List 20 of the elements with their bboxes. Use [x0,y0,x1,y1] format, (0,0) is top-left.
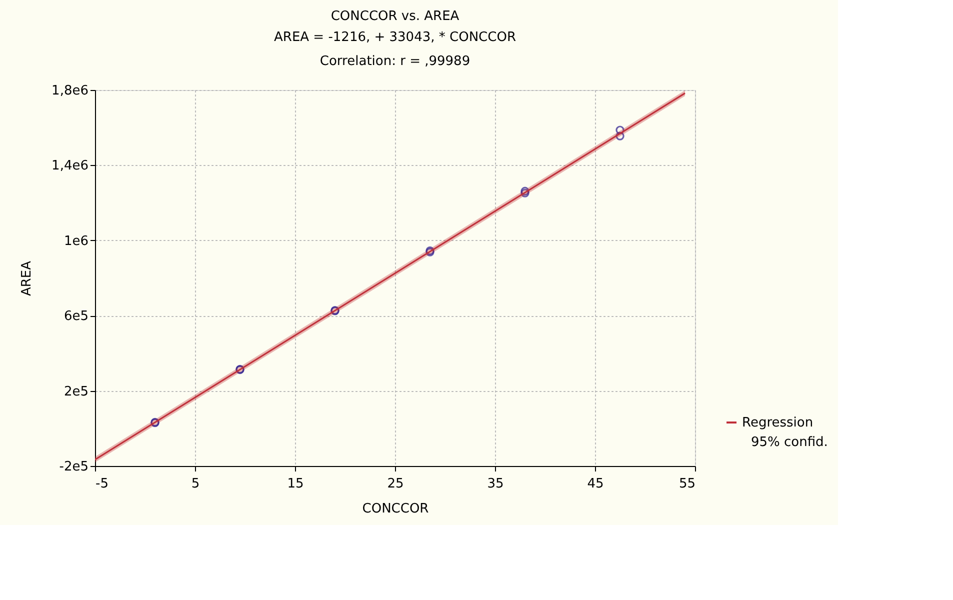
y-tick-label: 2e5 [64,384,88,400]
y-tick-label: 6e5 [64,309,88,324]
text: AREA = -1216, + 33043, * CONCCOR [274,30,516,45]
y-tick-label: 1,4e6 [52,158,88,174]
x-tick-label: 35 [487,476,504,492]
text: 95% confid. [751,435,828,450]
x-tick-label: 25 [387,476,404,492]
x-tick-label: 45 [587,476,604,492]
x-tick-label: 15 [287,476,304,492]
legend-label: Regression [742,416,814,430]
x-tick-label: 55 [678,476,696,492]
x-tick-label: 5 [191,476,200,492]
x-tick-label: -5 [96,476,108,492]
y-tick-label: -2e5 [59,460,88,474]
y-tick-label: 1,8e6 [52,84,88,98]
x-axis-title: CONCCOR [362,502,429,516]
y-axis-title: AREA [20,260,35,296]
chart-title: CONCCOR vs. AREA [330,9,460,24]
text: Correlation: r = ,99989 [320,54,470,69]
y-tick-label: 1e6 [64,234,88,249]
